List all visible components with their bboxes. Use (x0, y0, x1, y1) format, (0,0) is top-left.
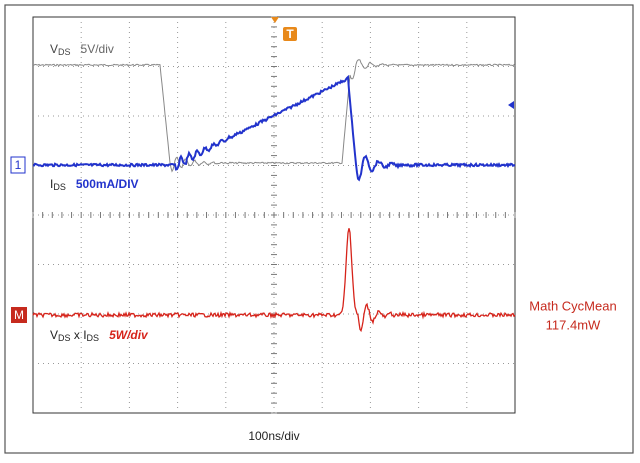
trigger-arrow (271, 17, 279, 23)
traces (32, 59, 516, 333)
trigger-label: T (286, 27, 294, 41)
label-text: I (50, 177, 53, 191)
math-marker: M (14, 308, 24, 322)
subscript: DS (58, 333, 71, 343)
ids-trace (32, 74, 516, 182)
scale: 500mA/DIV (76, 177, 139, 191)
math-marker-box (11, 307, 27, 323)
channel-marker: 1 (15, 158, 22, 172)
frame (4, 4, 634, 454)
measurement-name: Math CycMean (529, 298, 616, 313)
subscript: DS (58, 47, 71, 57)
scale: 5V/div (81, 42, 114, 56)
channel-label: VDS 5V/div (50, 42, 114, 57)
label-text: V (50, 42, 58, 56)
channel-marker-box (10, 156, 26, 174)
subscript: DS (87, 333, 100, 343)
scale: 5W/div (109, 328, 149, 342)
power-trace (32, 228, 516, 333)
timebase: 100ns/div (248, 429, 299, 443)
channel-label: VDS x IDS 5W/div (50, 328, 149, 343)
label-text: x I (71, 328, 87, 342)
channel-label: IDS 500mA/DIV (50, 177, 139, 192)
trigger-box (283, 27, 297, 41)
label-text: V (50, 328, 58, 342)
level-arrow (508, 101, 514, 109)
measurement-value: 117.4mW (546, 317, 601, 332)
subscript: DS (53, 182, 66, 192)
vds-trace (32, 59, 516, 173)
